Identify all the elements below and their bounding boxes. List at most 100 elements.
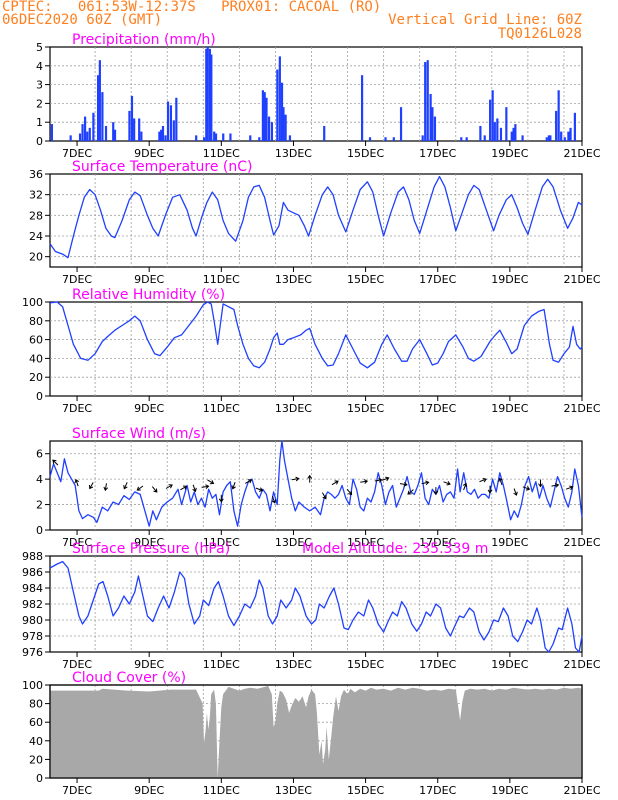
y-tick-label: 978 [22,630,43,643]
precip-bar [104,125,108,141]
wind-arrow [192,484,197,493]
wind-arrow [443,481,451,486]
cloud-area [50,685,582,778]
panel-title: Surface Temperature (nC) [72,159,253,175]
precip-bar [514,124,517,141]
precip-bar [208,48,211,141]
wind-arrow [374,477,383,483]
precip-bar [280,82,284,141]
precip-bar [521,135,524,141]
precip-bar [288,135,292,141]
precip-bar [460,137,463,141]
x-tick-label: 19DEC [491,658,528,671]
precip-bar [496,118,499,141]
precip-bar [83,116,87,141]
precip-bar [81,124,84,141]
precip-bar [164,135,167,141]
x-tick-label: 9DEC [134,784,164,797]
wind-arrow [151,486,158,493]
y-tick-label: 20 [29,371,43,384]
wind-arrow [255,487,264,492]
x-tick-label: 11DEC [203,784,240,797]
x-tick-label: 15DEC [347,273,384,286]
header-grid-note: Vertical Grid Line: 60Z [388,12,582,28]
precip-bar [98,60,101,141]
x-tick-label: 13DEC [275,536,312,549]
precip-bar [214,133,218,141]
wind-arrow [487,485,493,494]
x-tick-label: 13DEC [275,402,312,415]
x-tick-label: 9DEC [134,536,164,549]
x-tick-label: 17DEC [419,147,456,160]
wind-arrow [271,496,277,504]
precip-bar [384,137,387,141]
x-tick-label: 17DEC [419,273,456,286]
precip-bar [424,62,427,141]
precip-bar [433,116,437,141]
y-tick-label: 6 [36,448,43,461]
wind-arrow [165,484,173,489]
wind-arrow [123,482,128,490]
precip-bar [195,135,198,141]
precip-bar [213,131,216,141]
precip-bar [360,75,364,141]
x-tick-label: 21DEC [563,147,600,160]
y-tick-label: 3 [36,79,43,92]
precip-bar [261,90,264,141]
x-tick-label: 11DEC [203,658,240,671]
wind-arrow [498,477,503,486]
wind-arrow [360,479,369,484]
precip-bar [555,110,558,141]
wind-arrow [565,485,574,490]
precip-bar [113,129,117,141]
x-tick-label: 13DEC [275,273,312,286]
x-tick-label: 11DEC [203,402,240,415]
precip-bar [229,133,232,141]
precip-bar [493,122,496,141]
wind-arrow [433,487,439,495]
panel-title: Relative Humidity (%) [72,287,225,303]
x-tick-label: 13DEC [275,658,312,671]
precip-bar [392,137,395,141]
x-tick-label: 9DEC [134,147,164,160]
series-line [49,560,583,653]
y-tick-label: 40 [29,735,43,748]
panel-subtitle: Model Altitude: 235.339 m [302,541,488,557]
plot-frame [49,301,583,397]
precip-bar [505,107,508,141]
panel-title: Precipitation (mm/h) [72,32,216,48]
precip-bar [276,69,279,141]
header-station: CPTEC: 061:53W-12:37S PROX01: CACOAL (RO… [2,0,382,15]
plot-frame [49,46,583,142]
precip-bar [78,133,82,141]
precip-bar [69,135,72,141]
precip-bar [140,131,143,141]
chart-panel-3: 0 2 4 6 7DEC 9DEC 11DEC 13DEC 15DEC 17DEC 19DEC 21D… [36,426,601,549]
x-tick-label: 19DEC [491,784,528,797]
wind-arrow [399,482,408,487]
precip-bar [278,56,281,141]
panel-title: Surface Pressure (hPa) [72,541,230,557]
precip-bar [323,125,326,141]
y-tick-label: 1 [36,116,43,129]
x-tick-label: 7DEC [62,784,92,797]
x-tick-label: 21DEC [563,784,600,797]
x-tick-label: 7DEC [62,147,92,160]
y-tick-label: 0 [36,524,43,537]
precip-bar [560,131,563,141]
y-tick-label: 24 [29,230,43,243]
precip-bar [282,107,285,141]
wind-arrow [321,492,327,500]
precip-bar [429,94,432,141]
wind-arrow [136,485,144,491]
x-tick-label: 9DEC [134,658,164,671]
precip-bar [88,127,91,141]
y-tick-label: 5 [36,41,43,54]
precip-bar [567,131,570,141]
wind-arrow [103,483,109,492]
wind-arrow [522,486,531,491]
precip-bar [569,127,572,141]
precip-bar [270,122,274,141]
precip-bar [426,60,429,141]
